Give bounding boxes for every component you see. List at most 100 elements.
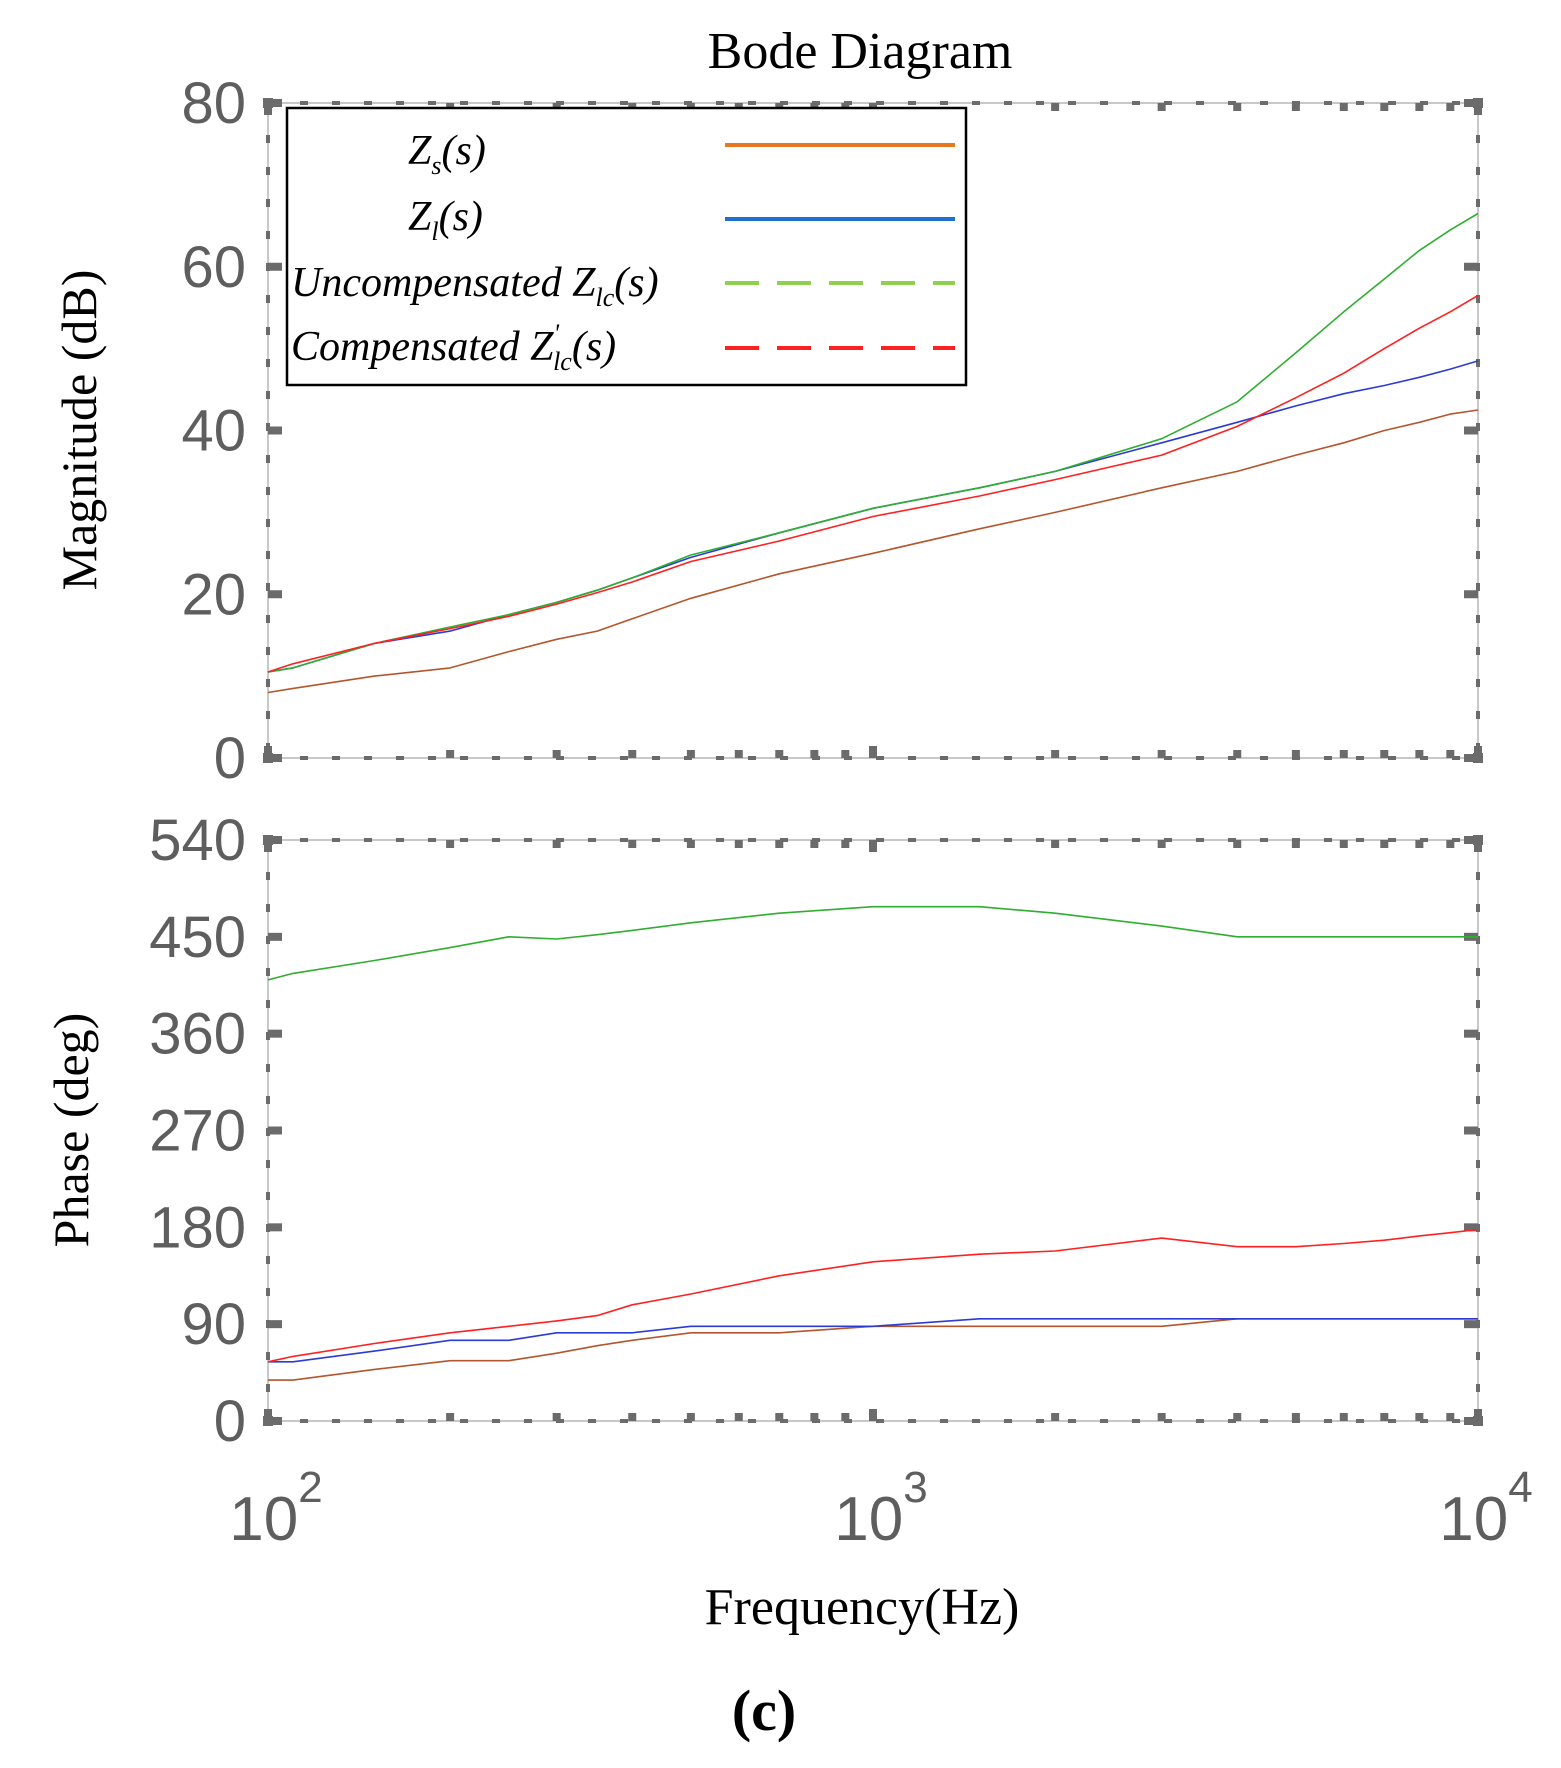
phase-x-minor-tick — [628, 840, 637, 848]
phase-y-tick-mark — [268, 836, 282, 844]
magnitude-series-line — [267, 212, 1479, 673]
phase-series-line — [268, 1318, 1478, 1363]
phase-y-tick-mark — [268, 1223, 282, 1232]
magnitude-x-minor-tick — [1446, 750, 1455, 758]
magnitude-y-tick-mark — [1464, 754, 1478, 762]
magnitude-x-minor-tick — [1157, 103, 1166, 111]
phase-x-minor-tick — [1051, 1413, 1060, 1421]
magnitude-y-tick-label: 40 — [181, 399, 246, 464]
legend-entry-zs: Zs(s) — [408, 128, 955, 180]
phase-plot-area — [267, 839, 1479, 1422]
phase-x-major-tick — [869, 1409, 877, 1421]
legend-box — [285, 106, 968, 387]
phase-y-axis-label: Phase (deg) — [43, 1013, 99, 1248]
x-tick-label: 102 — [229, 1463, 322, 1554]
legend-label-zl: Zl(s) — [408, 194, 483, 246]
legend-entry-uncompensated: Uncompensated Zlc(s) — [291, 260, 955, 312]
x-axis-ticks: 102 103 104 — [229, 1463, 1532, 1554]
magnitude-x-minor-tick — [446, 750, 455, 758]
phase-x-minor-tick — [446, 840, 455, 848]
phase-x-minor-tick — [686, 840, 695, 848]
magnitude-series-line — [267, 294, 1479, 673]
magnitude-y-tick-label: 0 — [214, 726, 246, 791]
phase-x-minor-tick — [1291, 1413, 1300, 1421]
x-tick-label: 104 — [1439, 1463, 1532, 1554]
magnitude-x-major-tick — [869, 746, 877, 758]
magnitude-x-minor-tick — [686, 750, 695, 758]
phase-x-minor-tick — [1415, 840, 1424, 848]
magnitude-x-minor-tick — [628, 750, 637, 758]
magnitude-y-axis-label: Magnitude (dB) — [51, 270, 107, 591]
magnitude-x-major-tick — [264, 746, 272, 758]
magnitude-x-minor-tick — [1380, 750, 1389, 758]
magnitude-x-minor-tick — [775, 750, 784, 758]
legend-entry-compensated: Compensated Z' lc(s) — [291, 319, 955, 376]
phase-x-minor-tick — [1380, 1413, 1389, 1421]
phase-y-tick-mark — [268, 1029, 282, 1038]
magnitude-x-minor-tick — [1291, 103, 1300, 111]
magnitude-x-major-tick — [1474, 746, 1482, 758]
phase-y-tick-label: 360 — [149, 1002, 246, 1067]
magnitude-x-minor-tick — [1157, 750, 1166, 758]
magnitude-series-lines — [267, 212, 1479, 694]
phase-x-minor-tick — [628, 1413, 637, 1421]
phase-y-tick-mark — [1464, 1029, 1478, 1038]
magnitude-x-minor-tick — [1051, 750, 1060, 758]
phase-y-tick-label: 90 — [181, 1292, 246, 1357]
phase-y-tick-mark — [1464, 1223, 1478, 1232]
magnitude-x-minor-tick — [1291, 750, 1300, 758]
magnitude-y-tick-mark — [268, 590, 282, 599]
magnitude-x-major-tick — [1474, 103, 1482, 115]
magnitude-y-tick-mark — [1464, 262, 1478, 271]
magnitude-y-tick-mark — [268, 754, 282, 762]
phase-y-tick-mark — [1464, 836, 1478, 844]
magnitude-y-tick-mark — [1464, 426, 1478, 435]
phase-x-major-tick — [869, 840, 877, 852]
figure-caption: (c) — [732, 1678, 796, 1743]
phase-y-tick-mark — [1464, 1417, 1478, 1425]
phase-series-line — [267, 1228, 1479, 1363]
phase-x-minor-tick — [1157, 840, 1166, 848]
phase-x-minor-tick — [1157, 1413, 1166, 1421]
phase-y-tick-label: 270 — [149, 1099, 246, 1164]
phase-x-minor-tick — [734, 840, 743, 848]
phase-x-major-tick — [1474, 840, 1482, 852]
magnitude-x-minor-tick — [1446, 103, 1455, 111]
phase-x-minor-tick — [686, 1413, 695, 1421]
x-axis-label: Frequency(Hz) — [705, 1579, 1020, 1636]
phase-y-tick-mark — [268, 1126, 282, 1135]
magnitude-x-minor-tick — [1233, 103, 1242, 111]
legend-label-zs: Zs(s) — [408, 128, 486, 180]
magnitude-x-minor-tick — [1415, 103, 1424, 111]
phase-x-minor-tick — [734, 1413, 743, 1421]
phase-x-minor-tick — [552, 840, 561, 848]
magnitude-x-minor-tick — [1233, 750, 1242, 758]
phase-x-minor-tick — [1233, 840, 1242, 848]
phase-x-minor-tick — [1415, 1413, 1424, 1421]
magnitude-x-minor-tick — [1415, 750, 1424, 758]
phase-x-minor-tick — [1339, 840, 1348, 848]
magnitude-x-major-tick — [264, 103, 272, 115]
phase-x-minor-tick — [446, 1413, 455, 1421]
phase-x-minor-tick — [810, 840, 819, 848]
phase-x-minor-tick — [775, 1413, 784, 1421]
chart-title: Bode Diagram — [708, 23, 1013, 80]
magnitude-x-minor-tick — [734, 750, 743, 758]
phase-series-lines — [267, 905, 1479, 1381]
magnitude-y-tick-label: 80 — [181, 71, 246, 136]
phase-y-tick-label: 180 — [149, 1195, 246, 1260]
legend-label-compensated: Compensated Z' lc(s) — [291, 319, 616, 376]
phase-series-line — [267, 905, 1478, 981]
phase-y-tick-mark — [1464, 1320, 1478, 1329]
magnitude-y-tick-mark — [268, 99, 282, 107]
phase-x-minor-tick — [1339, 1413, 1348, 1421]
phase-x-minor-tick — [1291, 840, 1300, 848]
x-tick-label: 103 — [834, 1463, 927, 1554]
magnitude-x-minor-tick — [1380, 103, 1389, 111]
magnitude-y-ticks: 0 20 40 60 80 — [181, 71, 1478, 791]
magnitude-x-minor-tick — [1051, 103, 1060, 111]
phase-x-minor-tick — [841, 840, 850, 848]
magnitude-y-tick-mark — [268, 426, 282, 435]
phase-x-major-tick — [1474, 1409, 1482, 1421]
